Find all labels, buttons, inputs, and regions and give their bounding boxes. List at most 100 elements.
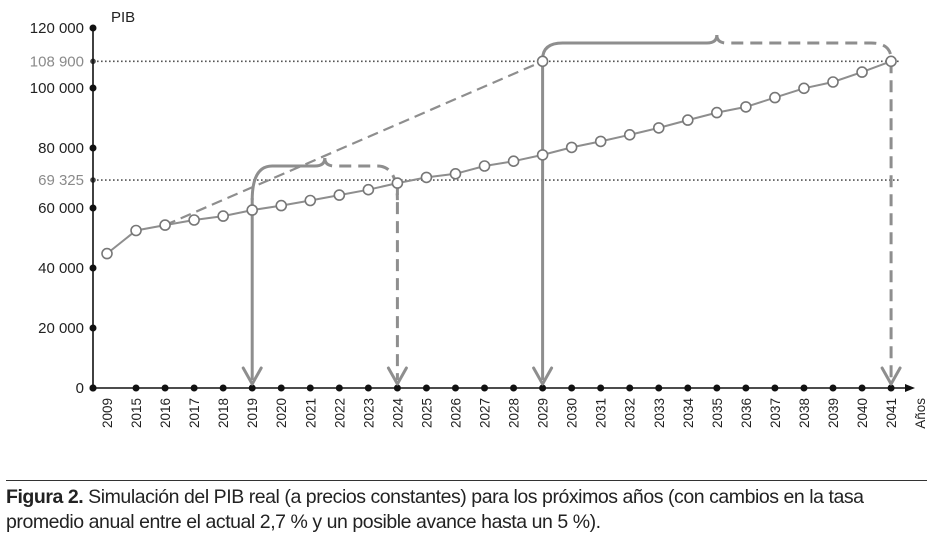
year-arrows — [241, 61, 902, 386]
y-tick-label: 40 000 — [38, 260, 84, 277]
series-line — [101, 55, 897, 260]
x-tick-label: 2031 — [594, 398, 609, 428]
data-point — [885, 55, 897, 68]
x-tick-label: 2038 — [797, 398, 812, 428]
caption-text: Simulación del PIB real (a precios const… — [6, 486, 864, 533]
x-tick-label: 2026 — [448, 398, 463, 428]
x-tick-label: 2033 — [652, 398, 667, 428]
x-tick-dot — [713, 384, 721, 392]
data-point — [449, 168, 462, 180]
x-tick-dot — [277, 384, 285, 392]
dashed-projection — [164, 60, 544, 227]
x-axis-title: Años — [913, 398, 928, 429]
x-tick-dot — [335, 384, 343, 392]
y-tick-dot — [89, 24, 97, 32]
x-tick-dot — [422, 384, 430, 392]
data-point — [798, 82, 810, 95]
axis-labels: 108 900 69 325 0 20 000 40 000 60 000 80 000 10… — [30, 9, 928, 429]
x-tick-label: 2017 — [187, 398, 202, 428]
data-point — [188, 214, 200, 226]
data-point — [217, 210, 229, 222]
y-tick-label: 100 000 — [30, 80, 84, 97]
brace-2029-2041-right — [715, 34, 893, 60]
x-tick-label: 2037 — [768, 398, 783, 428]
data-point — [536, 149, 549, 161]
x-tick-label: 2028 — [507, 398, 522, 428]
x-tick-dot — [190, 384, 198, 392]
x-tick-dot — [626, 384, 634, 392]
data-point — [681, 114, 694, 126]
data-point — [507, 155, 520, 167]
x-tick-label: 2016 — [158, 398, 173, 428]
data-point — [536, 55, 549, 68]
x-tick-dot — [539, 384, 547, 392]
braces — [250, 34, 893, 201]
y-tick-label: 60 000 — [38, 200, 84, 217]
x-tick-label: 2019 — [245, 398, 260, 428]
x-tick-label: 2039 — [826, 398, 841, 428]
x-tick-label: 2032 — [623, 398, 638, 428]
x-tick-label: 2023 — [361, 398, 376, 428]
data-point — [594, 135, 607, 148]
x-tick-dot — [161, 384, 169, 392]
x-tick-label: 2015 — [129, 398, 144, 428]
x-tick-dot — [800, 384, 808, 392]
brace-2019-2024-left — [250, 157, 327, 201]
x-tick-label: 2034 — [681, 398, 696, 429]
x-tick-dot — [858, 384, 866, 392]
y-tick-label: 120 000 — [30, 20, 84, 37]
x-tick-label: 2035 — [710, 398, 725, 428]
y-tick-label: 80 000 — [38, 140, 84, 157]
y-tick-dot — [89, 324, 97, 332]
x-axis-arrowhead — [905, 384, 915, 392]
data-point — [827, 76, 839, 88]
x-tick-label: 2022 — [332, 398, 347, 428]
x-tick-label: 2018 — [216, 398, 231, 428]
x-tick-dot — [306, 384, 314, 392]
x-tick-dot — [742, 384, 750, 392]
series-path — [106, 60, 892, 255]
arrow-2029-head — [532, 366, 554, 386]
data-point — [856, 66, 868, 78]
data-point — [652, 122, 665, 134]
y-tick-dot — [89, 264, 97, 272]
x-tick-dot — [829, 384, 837, 392]
data-point — [130, 224, 142, 237]
x-tick-label: 2036 — [739, 398, 754, 428]
reference-label: 69 325 — [38, 172, 84, 189]
caption-rule — [6, 480, 927, 481]
arrow-2024-head — [386, 366, 408, 386]
axes — [89, 24, 915, 392]
arrow-2041-head — [880, 366, 902, 386]
x-tick-dot — [481, 384, 489, 392]
x-tick-dot — [89, 384, 97, 392]
figure-caption: Figura 2. Simulación del PIB real (a pre… — [6, 485, 927, 535]
x-tick-dot — [568, 384, 576, 392]
x-tick-dot — [510, 384, 518, 392]
y-axis-title: PIB — [111, 9, 135, 26]
dashed-trend-line — [164, 60, 544, 227]
x-tick-label: 2027 — [478, 398, 493, 428]
y-tick-dot — [89, 204, 97, 212]
y-tick-label: 0 — [76, 380, 84, 397]
x-tick-dot — [887, 384, 895, 392]
y-tick-dot — [89, 84, 97, 92]
x-tick-dot — [655, 384, 663, 392]
data-point — [420, 171, 433, 184]
data-point — [769, 91, 781, 104]
data-point — [478, 160, 491, 172]
data-point — [565, 141, 578, 154]
x-tick-label: 2025 — [419, 398, 434, 428]
x-tick-label: 2041 — [884, 398, 899, 428]
brace-2029-2041-left — [541, 34, 719, 60]
data-point — [333, 189, 346, 201]
data-point — [304, 194, 317, 207]
reference-label: 108 900 — [30, 53, 84, 70]
x-tick-dot — [364, 384, 372, 392]
data-point — [275, 199, 288, 212]
x-tick-label: 2020 — [274, 398, 289, 428]
x-tick-dot — [451, 384, 459, 392]
data-point — [623, 129, 636, 141]
data-point — [362, 183, 375, 196]
data-point — [740, 101, 752, 113]
